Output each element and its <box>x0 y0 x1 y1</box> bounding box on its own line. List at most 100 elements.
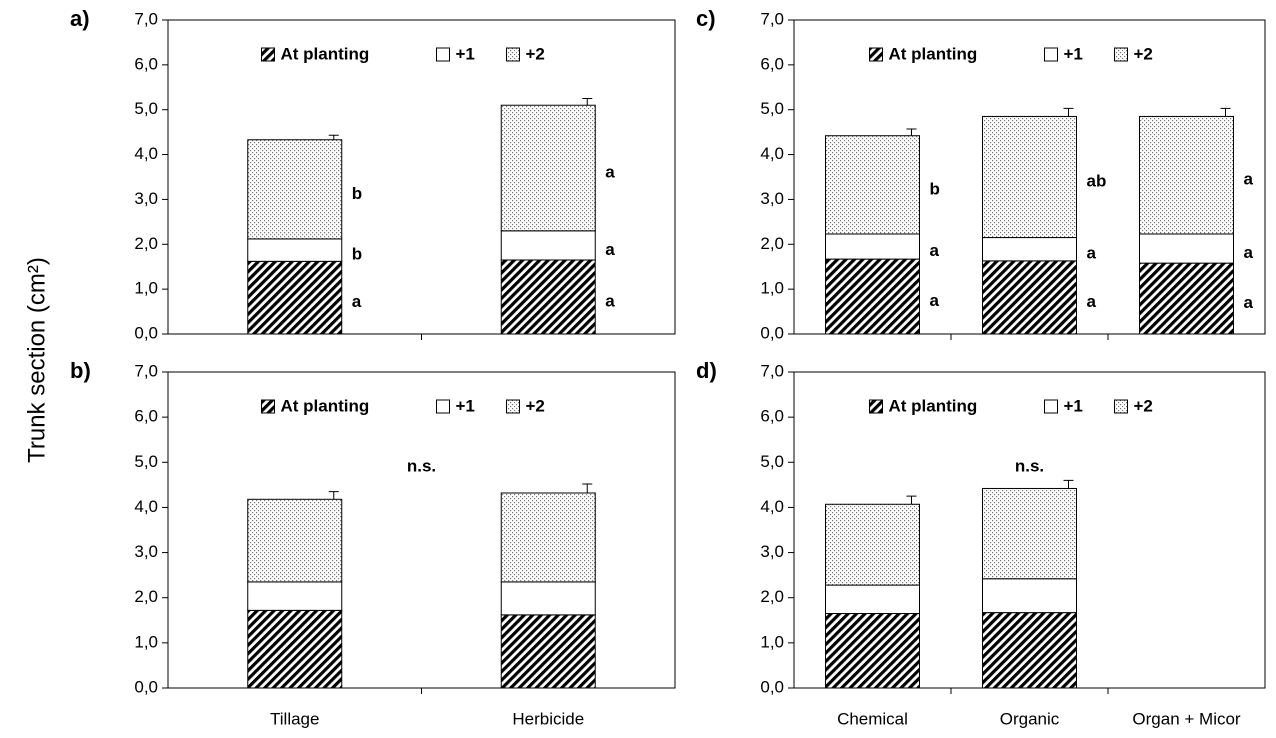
annotation: n.s. <box>1015 456 1044 475</box>
plot-area <box>167 371 676 689</box>
bar-segment <box>247 609 343 689</box>
y-tick-label: 5,0 <box>134 99 158 118</box>
significance-letter: b <box>930 179 940 198</box>
significance-letter: a <box>605 240 615 259</box>
significance-letter: a <box>1244 170 1254 189</box>
y-tick-label: 3,0 <box>760 189 784 208</box>
legend-swatch <box>506 47 520 62</box>
bar-segment <box>1139 233 1234 264</box>
legend-swatch <box>506 399 520 414</box>
x-tick-label: Chemical <box>837 709 908 728</box>
bar-segment <box>1139 262 1234 335</box>
legend-label: +1 <box>1064 396 1083 415</box>
y-tick-label: 0,0 <box>760 323 784 342</box>
legend-label: +2 <box>526 44 545 63</box>
significance-letter: a <box>605 163 615 182</box>
y-tick-label: 5,0 <box>760 99 784 118</box>
panel-label: c) <box>696 6 716 31</box>
bar-segment <box>825 613 920 689</box>
bar-segment <box>982 260 1077 335</box>
legend-label: At planting <box>281 396 370 415</box>
legend-swatch <box>1044 399 1058 414</box>
bar-segment <box>982 115 1077 239</box>
legend-swatch <box>1044 47 1058 62</box>
error-bar <box>906 128 917 136</box>
x-tick-label: Organ + Micor <box>1132 709 1241 728</box>
bar-segment <box>500 259 596 335</box>
y-tick-label: 0,0 <box>134 323 158 342</box>
y-tick-label: 6,0 <box>134 407 158 426</box>
y-tick-label: 6,0 <box>134 54 158 73</box>
bar-segment <box>982 237 1077 262</box>
y-tick-label: 7,0 <box>134 9 158 28</box>
annotation: n.s. <box>407 456 436 475</box>
significance-letter: b <box>352 184 362 203</box>
error-bar <box>906 495 917 505</box>
error-bar <box>582 98 593 106</box>
plot-area <box>167 19 676 335</box>
error-bar <box>328 134 339 140</box>
y-tick-label: 2,0 <box>134 234 158 253</box>
significance-letter: a <box>930 241 940 260</box>
y-tick-label: 4,0 <box>134 144 158 163</box>
legend-label: +2 <box>526 396 545 415</box>
significance-letter: b <box>352 245 362 264</box>
y-tick-label: 3,0 <box>134 189 158 208</box>
y-tick-label: 2,0 <box>760 587 784 606</box>
legend-swatch <box>261 399 275 414</box>
y-tick-label: 0,0 <box>134 677 158 696</box>
legend-label: +2 <box>1134 396 1153 415</box>
legend-label: At planting <box>889 44 978 63</box>
bar-segment <box>500 492 596 583</box>
y-tick-label: 2,0 <box>760 234 784 253</box>
significance-letter: a <box>1244 243 1254 262</box>
y-axis-title: Trunk section (cm²) <box>23 257 50 463</box>
y-tick-label: 1,0 <box>134 632 158 651</box>
bar-segment <box>247 260 343 335</box>
legend-swatch <box>436 47 450 62</box>
legend-swatch <box>869 47 883 62</box>
significance-letter: a <box>352 292 362 311</box>
significance-letter: a <box>1244 293 1254 312</box>
bar-segment <box>500 230 596 261</box>
y-tick-label: 4,0 <box>760 144 784 163</box>
x-tick-label: Herbicide <box>512 709 584 728</box>
bar-segment <box>247 238 343 262</box>
y-tick-label: 1,0 <box>134 279 158 298</box>
y-tick-label: 5,0 <box>760 452 784 471</box>
bar-segment <box>825 258 920 335</box>
legend-swatch <box>261 47 275 62</box>
significance-letter: a <box>605 291 615 310</box>
y-tick-label: 4,0 <box>134 497 158 516</box>
legend-label: +1 <box>456 396 475 415</box>
bar-segment <box>982 612 1077 689</box>
bar-segment <box>247 498 343 583</box>
panel-label: a) <box>70 6 90 31</box>
y-tick-label: 2,0 <box>134 587 158 606</box>
bar-segment <box>825 135 920 235</box>
legend-swatch <box>1114 47 1128 62</box>
significance-letter: a <box>1087 244 1097 263</box>
bar-segment <box>825 503 920 586</box>
bar-segment <box>825 584 920 615</box>
y-tick-label: 5,0 <box>134 452 158 471</box>
legend-swatch <box>436 399 450 414</box>
legend-swatch <box>1114 399 1128 414</box>
bar-segment <box>1139 115 1234 235</box>
bar-segment <box>982 487 1077 580</box>
legend-swatch <box>869 399 883 414</box>
y-tick-label: 3,0 <box>760 542 784 561</box>
bar-segment <box>500 581 596 616</box>
bar-segment <box>500 614 596 689</box>
legend-label: +2 <box>1134 44 1153 63</box>
y-tick-label: 7,0 <box>760 361 784 380</box>
y-tick-label: 7,0 <box>760 9 784 28</box>
bar-segment <box>825 233 920 260</box>
legend-label: +1 <box>456 44 475 63</box>
x-tick-label: Tillage <box>270 709 319 728</box>
bar-segment <box>247 581 343 611</box>
y-tick-label: 4,0 <box>760 497 784 516</box>
significance-letter: a <box>930 291 940 310</box>
significance-letter: ab <box>1087 171 1107 190</box>
y-tick-label: 6,0 <box>760 407 784 426</box>
